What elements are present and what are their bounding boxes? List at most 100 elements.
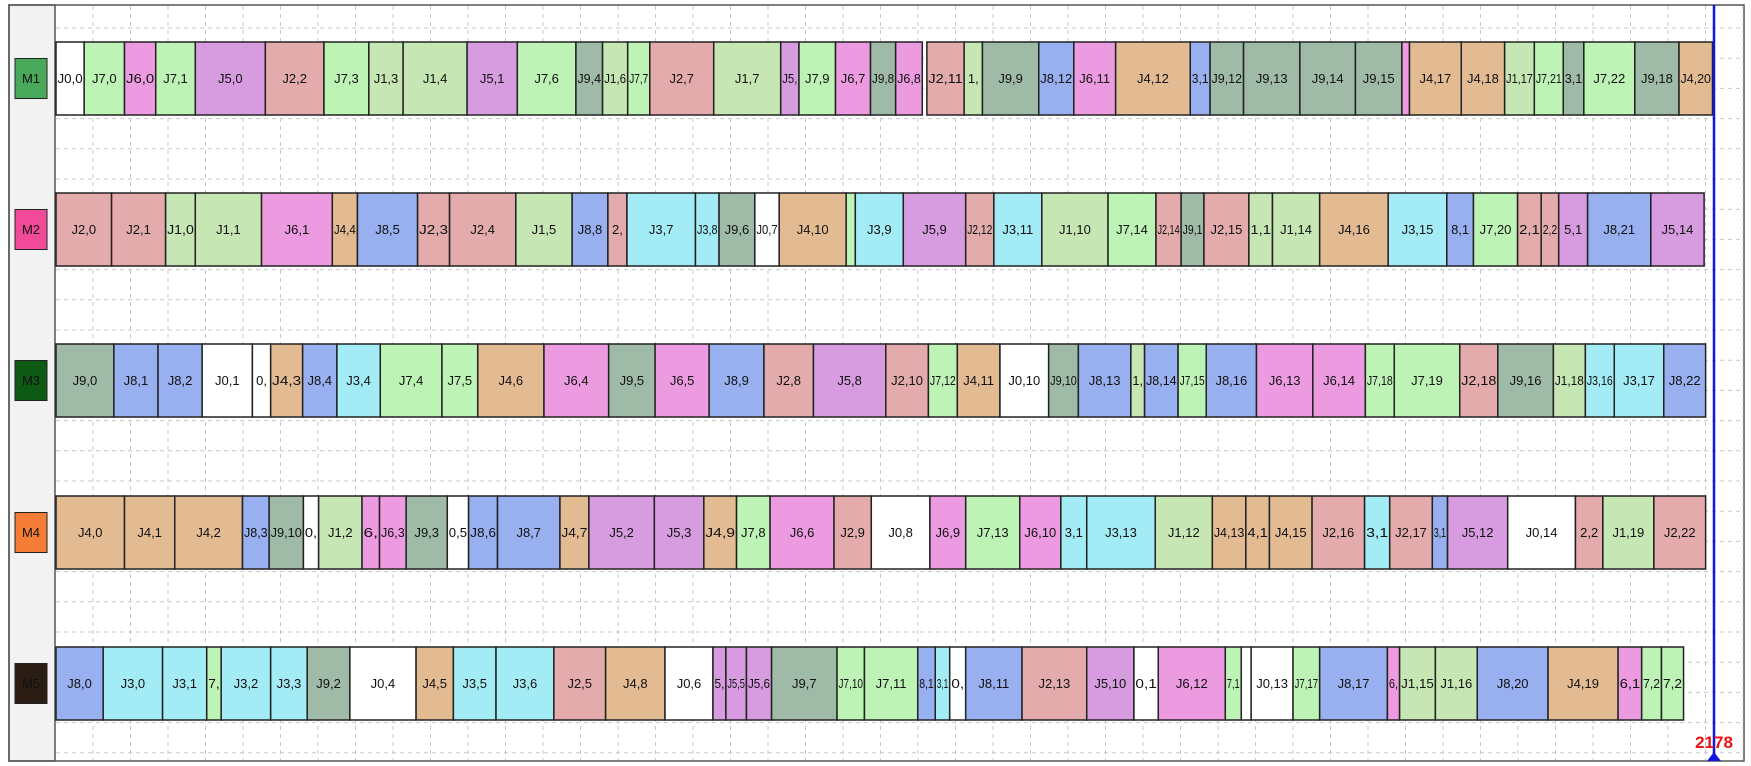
task-label: J3,17 (1623, 373, 1655, 388)
task-label: J7,1 (163, 71, 188, 86)
task-label: J6,8 (897, 71, 921, 86)
task-label: J8,16 (1215, 373, 1247, 388)
task-label: J5,12 (1462, 525, 1494, 540)
task-bar (161, 646, 208, 721)
task-label: J4,6 (499, 373, 524, 388)
machine-label-box (14, 58, 48, 99)
machine-label: M3 (22, 373, 40, 388)
task-label: J0,1 (215, 373, 240, 388)
task-label: J2,14 (1158, 222, 1180, 237)
task-bar (1446, 192, 1475, 267)
task-label: 7,2 (1643, 676, 1660, 691)
task-bar (1177, 343, 1207, 418)
task-label: J9,4 (577, 71, 601, 86)
task-bar (854, 192, 905, 267)
task-label: J7,13 (977, 525, 1009, 540)
task-label: J6,7 (841, 71, 866, 86)
task-label: J9,1 (1183, 222, 1203, 237)
machine-label: M5 (22, 676, 40, 691)
task-bar (763, 343, 815, 418)
task-label: J4,16 (1338, 222, 1370, 237)
task-bar (260, 192, 334, 267)
machine-label-box (14, 360, 48, 401)
task-label: J5,14 (1662, 222, 1694, 237)
task-bar (703, 495, 738, 570)
task-label: J8,1 (124, 373, 149, 388)
task-label: J3,15 (1402, 222, 1434, 237)
task-bar (553, 646, 607, 721)
task-bar (516, 41, 577, 116)
task-label: J5,1 (480, 71, 505, 86)
task-bar (349, 646, 417, 721)
task-label: 6, (1389, 676, 1398, 691)
task-bar (1312, 343, 1367, 418)
task-bar (1663, 343, 1707, 418)
task-label: J1,3 (374, 71, 399, 86)
task-label: J5,9 (922, 222, 947, 237)
task-bar (264, 41, 325, 116)
task-label: 3,1 (1565, 71, 1583, 86)
task-bar (110, 192, 167, 267)
task-label: J1,7 (735, 71, 760, 86)
task-label: J4,12 (1137, 71, 1169, 86)
task-bar (664, 646, 714, 721)
task-label: J3,4 (346, 373, 371, 388)
task-bar (902, 192, 967, 267)
task-label: J2,16 (1322, 525, 1354, 540)
task-label: 3,1 (1366, 525, 1388, 540)
task-bar (1387, 192, 1448, 267)
task-label: 3,1 (937, 676, 948, 691)
task-bar (55, 495, 126, 570)
machine-label: M1 (22, 71, 40, 86)
task-label: J5, (782, 71, 797, 86)
task-label: J7,10 (839, 676, 863, 691)
task-label: J8,8 (578, 222, 603, 237)
task-label: 7,1 (1227, 676, 1240, 691)
task-label: J1,10 (1059, 222, 1091, 237)
task-bar (241, 495, 270, 570)
task-bar (1401, 41, 1411, 116)
task-label: J6,14 (1323, 373, 1355, 388)
task-label: J4,3 (272, 373, 301, 388)
task-bar (607, 343, 656, 418)
task-label: 3,1 (1192, 71, 1209, 86)
task-label: 6,1 (1620, 676, 1641, 691)
task-bar (588, 495, 656, 570)
task-bars: J0,0 J7,0 J6,0 J7,1 J5,0 J2,2 J7,3 J1,3 J1,4 J5,1… (55, 41, 1714, 721)
task-label: J6,9 (936, 525, 961, 540)
machine-label-box (14, 209, 48, 250)
task-label: J6,12 (1176, 676, 1208, 691)
task-bar (1114, 41, 1192, 116)
task-label: J2,4 (470, 222, 495, 237)
task-label: J9,18 (1641, 71, 1673, 86)
task-bar (1472, 192, 1519, 267)
task-label: J7,5 (448, 373, 473, 388)
task-label: J1,5 (532, 222, 557, 237)
task-label: J5,6 (748, 676, 770, 691)
task-label: J0,7 (756, 222, 777, 237)
task-bar (964, 192, 995, 267)
task-bar (926, 41, 965, 116)
task-label: J1,1 (216, 222, 241, 237)
task-label: 0, (305, 525, 317, 540)
task-label: J8,22 (1669, 373, 1701, 388)
task-label: 2,1 (1519, 222, 1540, 237)
task-bar (927, 343, 959, 418)
task-label: J8,0 (67, 676, 92, 691)
task-bar (1077, 343, 1132, 418)
task-label: J9,9 (998, 71, 1023, 86)
task-label: J9,10 (1050, 373, 1077, 388)
task-label: J4,8 (623, 676, 648, 691)
task-bar (415, 646, 455, 721)
task-bar (1155, 192, 1182, 267)
task-label: J2,5 (567, 676, 592, 691)
task-bar (1388, 495, 1434, 570)
task-label: J2,18 (1461, 373, 1496, 388)
task-bar (496, 495, 561, 570)
task-bar (999, 343, 1050, 418)
task-bar (220, 646, 272, 721)
task-label: J0,13 (1256, 676, 1288, 691)
machine-label-box (14, 512, 48, 553)
task-label: 3,1 (1434, 525, 1446, 540)
task-label: J8,9 (724, 373, 749, 388)
